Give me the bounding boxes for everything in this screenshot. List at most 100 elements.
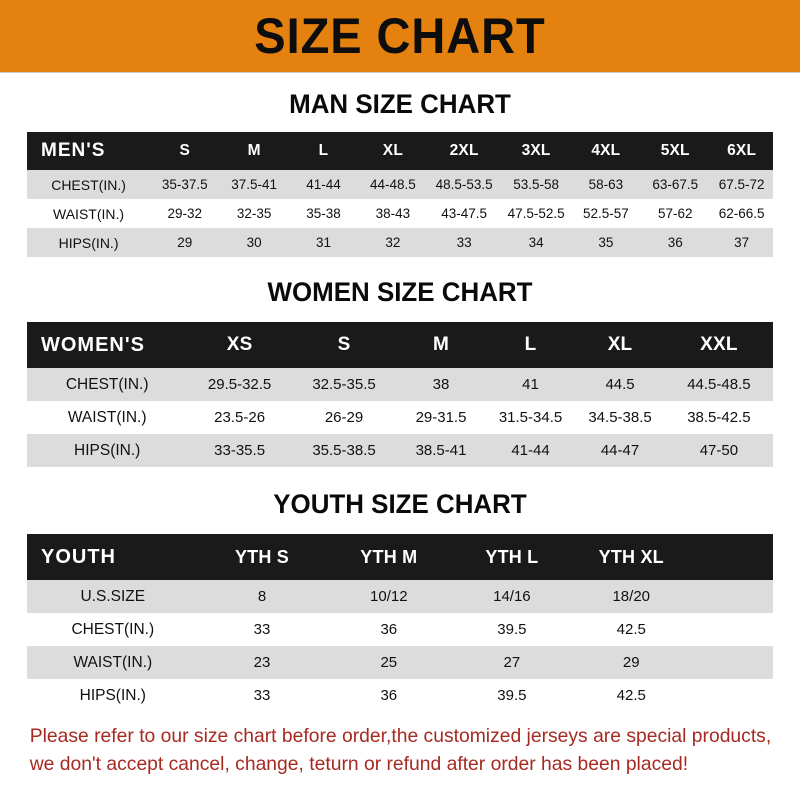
women-cell: 44.5 — [605, 376, 635, 393]
youth-row-label: WAIST(IN.) — [73, 653, 153, 671]
women-cell: 29.5-32.5 — [207, 376, 272, 393]
youth-corner-label: YOUTH — [41, 545, 116, 568]
youth-cell-empty — [691, 613, 773, 646]
men-header-row: MEN'S S M L XL 2XL 3XL 4XL 5XL 6XL — [27, 132, 773, 170]
men-cell: 67.5-72 — [718, 177, 765, 192]
women-row-label: HIPS(IN.) — [74, 441, 141, 459]
spacer-women — [0, 306, 800, 322]
youth-cell-empty — [691, 580, 773, 613]
youth-size-table: YOUTH YTH S YTH M YTH L YTH XL U.S.SIZE … — [27, 534, 773, 712]
spacer-after-men — [0, 257, 800, 279]
men-cell: 35-38 — [306, 206, 341, 221]
disclaimer-note: Please refer to our size chart before or… — [4, 712, 796, 800]
women-row-label: WAIST(IN.) — [67, 408, 147, 426]
women-section: WOMEN SIZE CHART — [0, 279, 800, 306]
women-cell: 32.5-35.5 — [312, 376, 376, 393]
youth-row-label: HIPS(IN.) — [79, 686, 146, 704]
page-title: SIZE CHART — [254, 8, 546, 64]
men-cell: 44-48.5 — [369, 177, 416, 192]
table-row: WAIST(IN.) 29-32 32-35 35-38 38-43 43-47… — [27, 199, 773, 228]
youth-cell: 18/20 — [612, 588, 651, 605]
spacer-youth — [0, 518, 800, 534]
youth-cell: 39.5 — [497, 621, 527, 638]
women-cell: 23.5-26 — [214, 409, 266, 426]
women-table-wrap: WOMEN'S XS S M L XL XXL CHEST(IN.) 29.5-… — [0, 322, 800, 467]
disclaimer-line-1: Please refer to our size chart before or… — [29, 725, 772, 747]
youth-cell: 23 — [253, 654, 271, 671]
youth-cell: 33 — [253, 621, 271, 638]
women-cell: 35.5-38.5 — [312, 442, 376, 459]
youth-cell: 33 — [253, 687, 271, 704]
youth-row-label: U.S.SIZE — [80, 587, 146, 605]
youth-cell: 27 — [503, 654, 521, 671]
youth-section-title: YOUTH SIZE CHART — [273, 489, 527, 519]
women-cell: 31.5-34.5 — [498, 409, 563, 426]
men-col-header: M — [247, 142, 261, 159]
youth-section: YOUTH SIZE CHART — [0, 491, 800, 518]
men-cell: 58-63 — [588, 177, 624, 192]
women-col-header: XS — [226, 334, 253, 355]
youth-col-header: YTH M — [360, 546, 418, 567]
women-row-label: CHEST(IN.) — [65, 375, 149, 393]
youth-col-header: YTH L — [485, 546, 539, 567]
men-cell: 33 — [456, 235, 472, 250]
youth-cell: 8 — [257, 588, 267, 605]
men-section-title: MAN SIZE CHART — [289, 89, 511, 119]
men-cell: 29 — [177, 235, 193, 250]
women-col-header: XXL — [700, 334, 738, 355]
men-cell: 32 — [385, 235, 401, 250]
women-cell: 33-35.5 — [214, 442, 266, 459]
youth-table-wrap: YOUTH YTH S YTH M YTH L YTH XL U.S.SIZE … — [0, 534, 800, 712]
women-cell: 29-31.5 — [415, 409, 467, 426]
table-row: HIPS(IN.) 33 36 39.5 42.5 — [27, 679, 773, 712]
men-row-label: CHEST(IN.) — [51, 176, 126, 193]
youth-col-header-empty — [691, 534, 773, 580]
women-header-row: WOMEN'S XS S M L XL XXL — [27, 322, 773, 368]
table-row: HIPS(IN.) 33-35.5 35.5-38.5 38.5-41 41-4… — [27, 434, 773, 467]
women-cell: 41-44 — [511, 442, 550, 459]
table-row: HIPS(IN.) 29 30 31 32 33 34 35 36 37 — [27, 228, 773, 257]
women-cell: 34.5-38.5 — [588, 409, 652, 426]
table-row: CHEST(IN.) 35-37.5 37.5-41 41-44 44-48.5… — [27, 170, 773, 199]
youth-cell: 42.5 — [616, 687, 646, 704]
spacer-men — [0, 118, 800, 132]
men-cell: 47.5-52.5 — [507, 206, 565, 221]
table-row: WAIST(IN.) 23.5-26 26-29 29-31.5 31.5-34… — [27, 401, 773, 434]
men-cell: 29-32 — [167, 206, 203, 221]
women-cell: 38.5-42.5 — [687, 409, 751, 426]
men-cell: 32-35 — [236, 206, 272, 221]
men-cell: 30 — [246, 235, 262, 250]
table-row: CHEST(IN.) 29.5-32.5 32.5-35.5 38 41 44.… — [27, 368, 773, 401]
men-cell: 43-47.5 — [441, 206, 488, 221]
women-cell: 47-50 — [699, 442, 739, 459]
table-row: CHEST(IN.) 33 36 39.5 42.5 — [27, 613, 773, 646]
youth-header-row: YOUTH YTH S YTH M YTH L YTH XL — [27, 534, 773, 580]
men-cell: 34 — [528, 235, 544, 250]
men-col-header: 4XL — [591, 142, 621, 159]
women-cell: 26-29 — [324, 409, 364, 426]
disclaimer-line-2: we don't accept cancel, change, teturn o… — [29, 753, 689, 776]
youth-cell: 39.5 — [497, 687, 527, 704]
men-col-header: 3XL — [521, 142, 551, 159]
women-col-header: M — [432, 334, 450, 355]
men-cell: 52.5-57 — [582, 206, 629, 221]
men-cell: 57-62 — [657, 206, 693, 221]
men-row-label: HIPS(IN.) — [58, 234, 119, 251]
table-row: U.S.SIZE 8 10/12 14/16 18/20 — [27, 580, 773, 613]
women-col-header: XL — [607, 334, 633, 355]
women-section-title: WOMEN SIZE CHART — [267, 277, 533, 307]
men-col-header: S — [179, 142, 191, 159]
women-cell: 41 — [522, 376, 539, 393]
spacer-after-women — [0, 467, 800, 491]
men-col-header: 5XL — [660, 142, 690, 159]
youth-cell-empty — [691, 679, 773, 712]
women-cell: 44.5-48.5 — [687, 376, 751, 393]
youth-cell: 29 — [622, 654, 640, 671]
women-col-header: L — [524, 334, 537, 355]
men-cell: 38-43 — [375, 206, 411, 221]
men-cell: 37.5-41 — [231, 177, 278, 192]
men-col-header: XL — [382, 142, 403, 159]
page-banner: SIZE CHART — [0, 0, 800, 73]
men-cell: 35 — [598, 235, 614, 250]
